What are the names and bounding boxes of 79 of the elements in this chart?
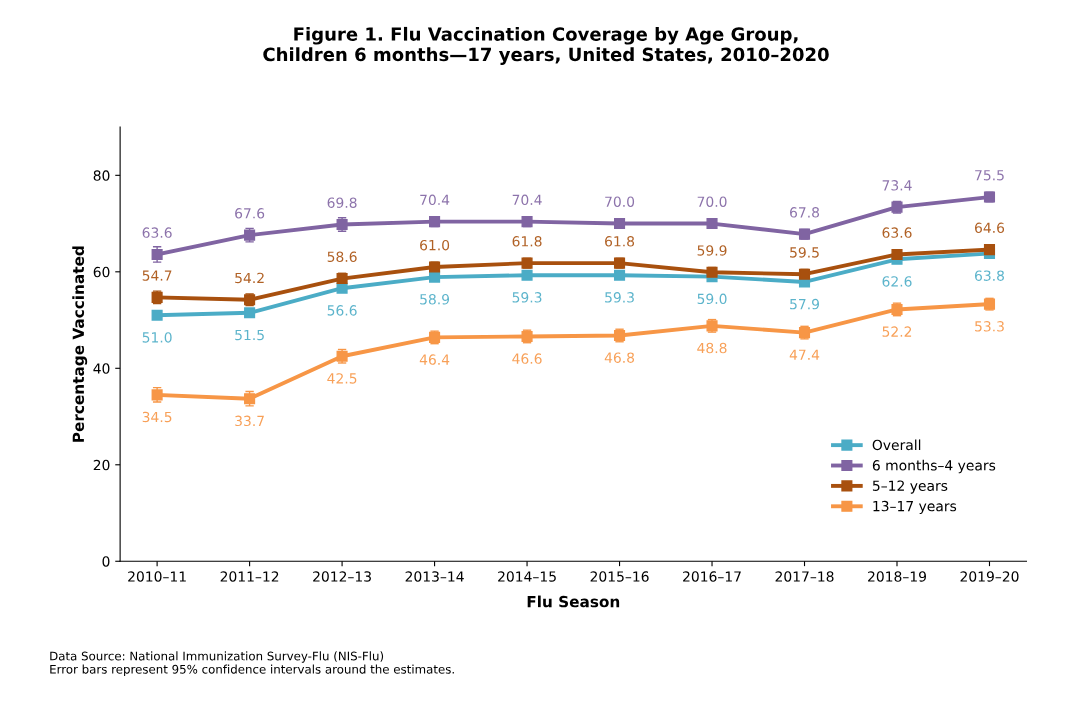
- data-label: 67.6: [235, 208, 265, 219]
- data-label: 59.0: [697, 293, 727, 305]
- y-tick-label: 0: [102, 556, 110, 567]
- y-tick-label: 60: [93, 266, 110, 278]
- data-label: 51.0: [142, 332, 172, 343]
- data-label: 47.4: [789, 349, 820, 360]
- point: [336, 273, 348, 285]
- data-label: 57.9: [790, 298, 819, 310]
- source-note: Data Source: National Immunization Survey-Flu (NIS-Flu) Error bars represent 95% confidence intervals around the estimates.: [50, 651, 454, 676]
- legend-label: 5–12 years: [872, 480, 948, 494]
- x-tick-label: 2019–20: [960, 571, 1019, 582]
- data-label: 75.5: [975, 170, 1004, 181]
- data-label: 58.6: [327, 251, 357, 262]
- data-label: 56.6: [327, 305, 357, 316]
- x-tick-label: 2011–12: [220, 571, 279, 582]
- data-label: 70.4: [420, 194, 450, 206]
- data-label: 58.9: [420, 294, 450, 305]
- legend-label: Overall: [872, 439, 921, 451]
- data-label: 59.5: [790, 247, 819, 258]
- point: [429, 271, 441, 283]
- x-tick-label: 2014–15: [498, 571, 556, 582]
- data-label: 63.6: [142, 227, 172, 238]
- data-label: 46.8: [604, 352, 635, 363]
- data-label: 42.5: [327, 373, 357, 384]
- data-label: 73.4: [882, 180, 912, 191]
- data-label: 52.2: [882, 326, 912, 337]
- point: [151, 309, 163, 321]
- data-label: 61.8: [512, 236, 542, 247]
- data-label: 59.9: [697, 245, 727, 256]
- point: [429, 261, 441, 273]
- data-label: 61.0: [420, 239, 450, 251]
- x-tick-label: 2016–17: [683, 571, 741, 582]
- legend-label: 6 months–4 years: [872, 459, 996, 474]
- x-tick-label: 2015–16: [590, 571, 649, 582]
- data-label: 63.8: [974, 270, 1004, 281]
- point: [521, 216, 533, 228]
- x-tick-label: 2017–18: [775, 571, 834, 582]
- y-axis-title: Percentage Vaccinated: [72, 246, 88, 442]
- point: [336, 282, 348, 294]
- data-label: 63.6: [882, 227, 912, 238]
- x-tick-label: 2018–19: [868, 571, 926, 582]
- point: [613, 269, 626, 281]
- data-label: 61.8: [605, 236, 635, 247]
- data-label: 70.0: [697, 196, 727, 207]
- data-label: 54.7: [142, 270, 172, 281]
- y-tick-label: 20: [93, 459, 110, 471]
- data-label: 46.6: [512, 353, 542, 364]
- data-label: 64.6: [974, 222, 1005, 234]
- point: [891, 248, 903, 260]
- y-tick-label: 40: [93, 363, 110, 374]
- data-label: 54.2: [235, 272, 264, 284]
- point: [521, 269, 533, 281]
- data-label: 48.8: [697, 342, 727, 354]
- x-tick-label: 2013–14: [405, 571, 464, 582]
- point: [244, 307, 256, 319]
- data-label: 51.5: [235, 329, 264, 341]
- point: [706, 218, 718, 230]
- point: [798, 268, 811, 280]
- data-label: 46.4: [419, 354, 450, 365]
- data-label: 59.3: [512, 292, 542, 303]
- data-label: 70.4: [512, 194, 542, 206]
- data-label: 69.8: [327, 197, 357, 208]
- data-label: 33.7: [235, 415, 264, 427]
- x-axis-title: Flu Season: [527, 595, 620, 608]
- data-label: 34.5: [142, 411, 172, 423]
- y-tick-label: 80: [93, 170, 110, 181]
- data-label: 62.6: [882, 276, 912, 287]
- x-tick-label: 2012–13: [313, 571, 371, 582]
- data-label: 59.3: [605, 292, 634, 303]
- point: [613, 218, 626, 230]
- point: [706, 266, 718, 278]
- point: [429, 216, 441, 228]
- data-label: 67.8: [790, 207, 820, 218]
- point: [983, 244, 996, 256]
- data-label: 70.0: [605, 196, 635, 207]
- legend-label: 13–17 years: [873, 500, 957, 515]
- data-label: 53.3: [975, 321, 1004, 332]
- x-tick-label: 2010–11: [128, 571, 186, 582]
- chart-title: Figure 1. Flu Vaccination Coverage by Age Group, Children 6 months—17 years, United States, 2010–2020: [263, 26, 829, 65]
